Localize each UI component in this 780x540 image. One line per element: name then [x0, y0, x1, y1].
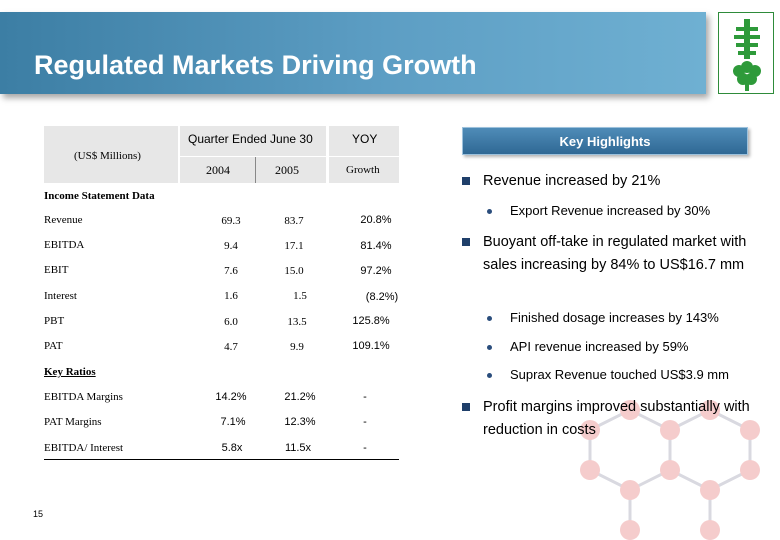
table-row-label: Interest: [44, 290, 77, 302]
table-cell-growth: 125.8%: [352, 315, 390, 327]
table-header-left: [44, 126, 178, 183]
highlight-subitem: Finished dosage increases by 143%: [510, 310, 719, 325]
table-cell-growth: 81.4%: [360, 240, 392, 252]
dot-bullet-icon: [487, 209, 492, 214]
table-cell-2004: 14.2%: [215, 391, 247, 403]
table-cell-2004: 4.7: [224, 341, 238, 353]
slide-title: Regulated Markets Driving Growth: [34, 50, 477, 80]
table-cell-2004: 7.1%: [220, 416, 246, 428]
dot-bullet-icon: [487, 345, 492, 350]
table-cell-2004: 5.8x: [221, 442, 243, 454]
highlight-item: Buoyant off-take in regulated market wit…: [483, 234, 747, 273]
table-cell-2004: 9.4: [224, 240, 238, 252]
table-row-label: EBITDA: [44, 239, 85, 251]
year-2005-header: 2005: [275, 163, 299, 177]
dot-bullet-icon: [487, 373, 492, 378]
table-cell-2004: 69.3: [221, 215, 241, 227]
table-cell-2005: 9.9: [290, 341, 304, 353]
table-row-label: PAT Margins: [44, 416, 102, 428]
table-cell-2005: 1.5: [293, 290, 307, 302]
table-cell-growth: 97.2%: [360, 265, 392, 277]
table-row-label: PAT: [44, 340, 63, 352]
currency-label: (US$ Millions): [74, 150, 141, 162]
table-row-label: EBITDA Margins: [44, 391, 123, 403]
dot-bullet-icon: [487, 316, 492, 321]
growth-header: Growth: [346, 164, 380, 176]
table-cell-2005: 13.5: [287, 316, 307, 328]
table-cell-growth: -: [363, 416, 367, 428]
table-cell-2004: 6.0: [224, 316, 238, 328]
table-cell-2005: 17.1: [284, 240, 304, 252]
income-section-heading: Income Statement Data: [44, 190, 155, 202]
table-cell-growth: 109.1%: [352, 340, 390, 352]
table-cell-2004: 1.6: [224, 290, 238, 302]
highlight-subitem: Suprax Revenue touched US$3.9 mm: [510, 367, 729, 382]
year-2004-header: 2004: [206, 163, 230, 177]
company-logo-icon: [718, 12, 774, 94]
slide-header: Regulated Markets Driving Growth: [0, 0, 780, 108]
ratio-section-heading: Key Ratios: [44, 366, 96, 378]
table-row-label: EBIT: [44, 264, 69, 276]
table-cell-growth: 20.8%: [360, 214, 392, 226]
table-header-yoy: [329, 126, 399, 183]
key-highlights-heading: Key Highlights: [462, 127, 748, 155]
table-cell-2005: 12.3%: [284, 416, 316, 428]
table-cell-2005: 15.0: [284, 265, 304, 277]
highlight-item: Revenue increased by 21%: [483, 173, 661, 189]
table-cell-growth: -: [363, 442, 367, 454]
table-header-period: [180, 126, 326, 183]
table-cell-2005: 11.5x: [284, 442, 312, 454]
title-bar: [0, 12, 706, 94]
square-bullet-icon: [462, 238, 470, 246]
table-row-label: EBITDA/ Interest: [44, 442, 124, 454]
highlight-subitem: Export Revenue increased by 30%: [510, 203, 711, 218]
page-number: 15: [33, 509, 44, 519]
highlight-item: Profit margins improved substantially wi…: [483, 399, 750, 438]
table-row-label: Revenue: [44, 214, 83, 226]
highlight-subitem: API revenue increased by 59%: [510, 339, 689, 354]
square-bullet-icon: [462, 177, 470, 185]
table-cell-growth: -: [363, 391, 367, 403]
yoy-header: YOY: [352, 132, 378, 146]
table-cell-2005: 21.2%: [284, 391, 316, 403]
molecule-decoration-icon: [560, 370, 780, 540]
table-cell-growth: (8.2%): [365, 291, 399, 303]
table-bottom-rule: [44, 459, 399, 460]
table-cell-2005: 83.7: [284, 215, 304, 227]
table-cell-2004: 7.6: [224, 265, 238, 277]
square-bullet-icon: [462, 403, 470, 411]
table-row-label: PBT: [44, 315, 65, 327]
period-header: Quarter Ended June 30: [188, 132, 313, 146]
